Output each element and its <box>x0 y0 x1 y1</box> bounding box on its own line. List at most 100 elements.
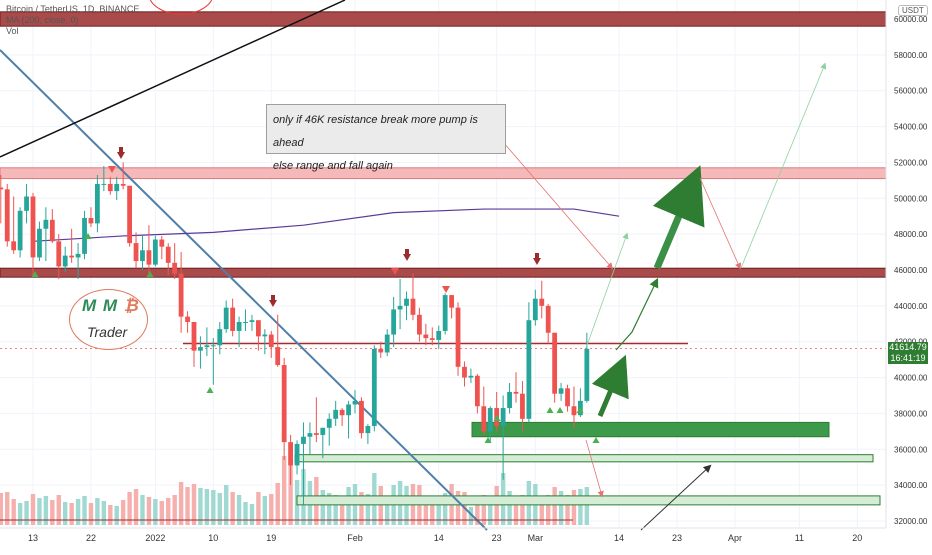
candle-body <box>288 442 293 466</box>
volume-bar <box>24 501 29 525</box>
candle-body <box>468 375 474 378</box>
volume-bar <box>191 484 197 525</box>
candle-body <box>230 307 236 331</box>
buy-signal-icon <box>546 407 554 413</box>
candle-body <box>204 345 210 348</box>
buy-signal-icon <box>592 437 600 443</box>
volume-bar <box>211 490 216 525</box>
candle-body <box>88 218 94 224</box>
candle-body <box>69 255 75 258</box>
down-arrow-head <box>117 152 125 159</box>
volume-bar <box>520 495 525 525</box>
volume-bar <box>133 489 139 525</box>
candle-body <box>429 338 435 340</box>
candle-body <box>301 436 306 444</box>
time-tick-label: 20 <box>852 533 862 543</box>
support-zone <box>471 421 830 438</box>
volume-bar <box>507 491 512 525</box>
price-tick-label: 34000.00 <box>894 481 928 490</box>
time-axis[interactable]: 13 22 2022 10 19 Feb 14 23 Mar 14 23 Apr 11 20 <box>0 527 886 543</box>
candle-body <box>243 321 248 323</box>
candle-body <box>320 427 326 435</box>
candle-body <box>268 334 274 348</box>
price-tick-label: 56000.00 <box>894 87 928 96</box>
candle-body <box>526 320 532 419</box>
volume-bar <box>50 500 55 525</box>
resistance-zone <box>0 267 887 278</box>
currency-label[interactable]: USDT <box>898 5 928 16</box>
legend-ma[interactable]: MA (200, close, 0) <box>6 15 79 25</box>
candle-body <box>11 241 17 251</box>
volume-bar <box>578 489 583 525</box>
support-zone <box>294 454 874 463</box>
price-axis[interactable]: 60000.00 58000.00 56000.00 54000.00 52000.00… <box>885 0 928 528</box>
volume-bar <box>423 497 429 525</box>
volume-bar <box>172 495 177 525</box>
volume-bar <box>140 495 145 525</box>
logo-m1: M <box>82 296 98 315</box>
volume-bar <box>488 496 493 525</box>
volume-bar <box>56 495 61 525</box>
volume-bar <box>37 498 42 525</box>
volume-bar <box>5 492 10 525</box>
candle-body <box>462 366 467 378</box>
time-tick-label: Mar <box>528 533 544 543</box>
volume-bar <box>0 493 4 525</box>
candle-body <box>417 314 422 335</box>
buy-signal-icon <box>206 387 214 393</box>
legend-symbol[interactable]: Bitcoin / TetherUS, 1D, BINANCE <box>6 4 140 14</box>
time-tick-label: 14 <box>614 533 624 543</box>
down-arrow-shaft <box>405 249 409 256</box>
buy-signal-icon <box>84 233 92 239</box>
candle-body <box>326 418 332 428</box>
sell-signal-icon <box>391 268 399 275</box>
volume-bar <box>275 483 280 525</box>
volume-bar <box>243 502 248 525</box>
candle-body <box>565 388 570 407</box>
candle-body <box>152 239 158 265</box>
time-tick-label: Apr <box>728 533 742 543</box>
candle-body <box>37 228 42 258</box>
projections <box>31 62 827 531</box>
volume-bar <box>166 498 171 525</box>
volume-bar <box>571 490 577 525</box>
volume-bar <box>63 502 68 525</box>
time-tick-label: 23 <box>492 533 502 543</box>
last-price-value: 41614.79 <box>889 342 927 352</box>
volume-bar <box>82 496 87 525</box>
time-tick-label: 11 <box>795 533 804 543</box>
volume-bar <box>333 495 338 525</box>
price-tick-label: 58000.00 <box>894 51 928 60</box>
bar-countdown: 16:41:19 <box>890 353 926 363</box>
projection-long-target <box>740 62 827 269</box>
down-arrow-shaft <box>535 253 539 260</box>
volume-bar <box>339 499 345 525</box>
candle-body <box>539 298 545 306</box>
price-tick-label: 40000.00 <box>894 374 928 383</box>
volume-bar <box>288 465 293 525</box>
chart-legend: Bitcoin / TetherUS, 1D, BINANCE MA (200,… <box>6 4 139 37</box>
candle-body <box>30 196 36 258</box>
candle-body <box>107 183 113 192</box>
candle-body <box>159 239 165 247</box>
moving-average <box>32 208 620 242</box>
candle-body <box>95 183 100 224</box>
volume-bar <box>385 496 390 525</box>
price-tick-label: 46000.00 <box>894 266 928 275</box>
price-tick-label: 60000.00 <box>894 15 928 24</box>
down-arrow-shaft <box>119 147 123 154</box>
volume-bar <box>256 492 261 525</box>
buy-signal-icon <box>576 407 584 413</box>
price-tick-label: 38000.00 <box>894 409 928 418</box>
candle-body <box>474 375 480 407</box>
volume-bar <box>494 486 499 525</box>
candle-body <box>352 400 358 405</box>
candle-body <box>49 219 55 242</box>
volume-bar <box>178 482 184 525</box>
volume-bar <box>236 495 242 525</box>
buy-signal-icon <box>31 271 39 277</box>
legend-vol[interactable]: Vol <box>6 26 19 36</box>
annotation-note[interactable]: only if 46K resistance break more pump i… <box>266 104 506 172</box>
